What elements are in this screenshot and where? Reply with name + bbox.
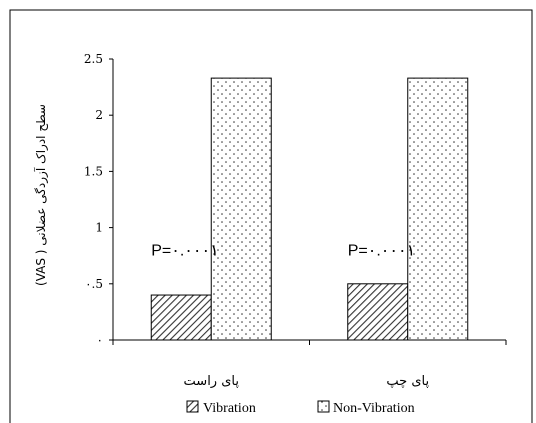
chart-border: [9, 9, 533, 423]
bar-non-vibration-1: [407, 77, 469, 341]
category-label: پای راست: [184, 374, 240, 389]
legend: Vibration Non-Vibration: [186, 400, 415, 416]
y-tick-label: 2: [95, 108, 103, 122]
y-axis-title: سطح ادراک آزردگی عضلانی ( VAS): [33, 104, 49, 286]
bar-non-vibration-0: [210, 77, 272, 341]
x-axis-ticks: [112, 340, 507, 345]
legend-label-non-vibration: Non-Vibration: [333, 401, 415, 416]
bars: [150, 77, 469, 341]
p-value-annotation: P=۰.۰۰۰۱: [151, 243, 218, 260]
y-tick-label: 1.5: [84, 164, 103, 178]
legend-swatch-vibration: [186, 400, 199, 413]
bar-vibration-1: [347, 283, 409, 341]
p-value-annotation: P=۰.۰۰۰۱: [348, 243, 415, 260]
annotations: P=۰.۰۰۰۱ P=۰.۰۰۰۱: [151, 243, 415, 260]
y-tick-label: ۰: [97, 333, 103, 347]
y-axis-ticks: ۰ ۰.5 1 1.5 2 2.5: [84, 52, 113, 347]
legend-label-vibration: Vibration: [203, 401, 256, 416]
y-tick-label: 2.5: [84, 52, 103, 66]
legend-swatch-non-vibration: [317, 400, 330, 413]
y-tick-label: ۰.5: [85, 277, 103, 291]
category-labels: پای راست پای چپ: [184, 374, 430, 389]
y-tick-label: 1: [95, 221, 103, 235]
category-label: پای چپ: [386, 374, 429, 389]
bar-vibration-0: [150, 294, 212, 341]
